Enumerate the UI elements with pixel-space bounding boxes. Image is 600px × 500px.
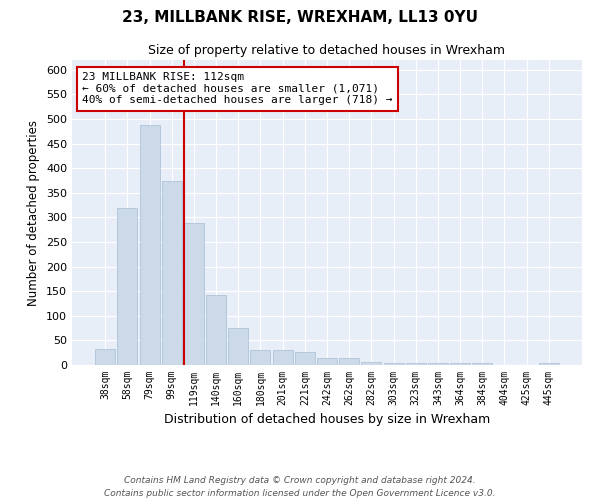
Bar (95, 350, 115, 365)
Bar (406, 362, 426, 365)
Bar (383, 362, 404, 365)
Bar (184, 223, 204, 365)
Bar (250, 350, 271, 365)
Bar (361, 362, 382, 365)
X-axis label: Distribution of detached houses by size in Wrexham: Distribution of detached houses by size … (164, 414, 490, 426)
Y-axis label: Number of detached properties: Number of detached properties (28, 120, 40, 306)
Bar (228, 328, 248, 365)
Bar (272, 350, 293, 365)
Bar (162, 180, 182, 365)
Bar (118, 208, 137, 365)
Bar (339, 358, 359, 365)
Text: 23, MILLBANK RISE, WREXHAM, LL13 0YU: 23, MILLBANK RISE, WREXHAM, LL13 0YU (122, 10, 478, 25)
Text: 23 MILLBANK RISE: 112sqm
← 60% of detached houses are smaller (1,071)
40% of sem: 23 MILLBANK RISE: 112sqm ← 60% of detach… (82, 72, 392, 106)
Bar (206, 295, 226, 365)
Bar (317, 358, 337, 365)
Bar (539, 362, 559, 365)
Bar (472, 363, 492, 365)
Bar (295, 352, 315, 365)
Bar (450, 362, 470, 365)
Bar (428, 362, 448, 365)
Text: Contains HM Land Registry data © Crown copyright and database right 2024.
Contai: Contains HM Land Registry data © Crown c… (104, 476, 496, 498)
Title: Size of property relative to detached houses in Wrexham: Size of property relative to detached ho… (149, 44, 505, 58)
Bar (140, 126, 160, 365)
